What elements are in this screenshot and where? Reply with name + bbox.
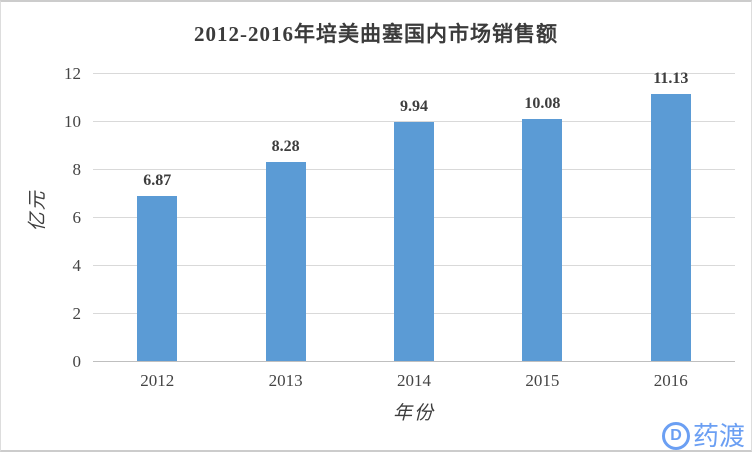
y-tick-label: 8 bbox=[72, 160, 82, 179]
y-tick-label: 6 bbox=[72, 208, 82, 227]
x-tick-label: 2012 bbox=[140, 371, 175, 390]
bar-value-label: 6.87 bbox=[143, 172, 172, 190]
bar-2015 bbox=[522, 119, 563, 361]
gridline bbox=[93, 73, 735, 74]
bar-value-label: 11.13 bbox=[653, 69, 689, 87]
gridline bbox=[93, 121, 735, 122]
x-tick-label: 2015 bbox=[525, 371, 560, 390]
bar-2012 bbox=[137, 196, 178, 361]
bar-2016 bbox=[650, 93, 691, 361]
x-tick-label: 2016 bbox=[653, 371, 688, 390]
bar-2014 bbox=[394, 122, 434, 361]
y-tick-label: 12 bbox=[64, 64, 81, 83]
bar-value-label: 10.08 bbox=[524, 95, 561, 113]
y-tick-label: 2 bbox=[72, 304, 82, 323]
chart-title: 2012-2016年培美曲塞国内市场销售额 bbox=[194, 22, 558, 46]
watermark-logo: D 药渡 bbox=[661, 421, 745, 451]
y-tick-label: 0 bbox=[72, 352, 82, 371]
bar-2013 bbox=[265, 162, 306, 361]
x-axis-line bbox=[93, 361, 735, 362]
plot-area: 6.87 8.28 9.94 10.08 11.13 bbox=[93, 70, 735, 362]
bar-value-label: 8.28 bbox=[271, 138, 300, 156]
y-tick-label: 4 bbox=[72, 256, 82, 275]
bar-value-label: 9.94 bbox=[399, 98, 428, 116]
x-axis-title: 年份 bbox=[392, 403, 435, 424]
x-tick-label: 2014 bbox=[396, 371, 431, 390]
y-tick-label: 10 bbox=[64, 112, 81, 131]
watermark-text: 药渡 bbox=[692, 421, 745, 451]
x-tick-label: 2013 bbox=[268, 371, 303, 390]
pharmacodia-logo-icon: D bbox=[661, 422, 690, 450]
